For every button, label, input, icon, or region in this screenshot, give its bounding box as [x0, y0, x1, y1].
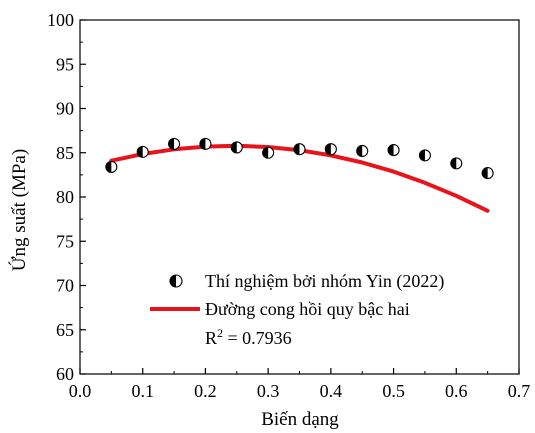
legend-marker-experiment — [169, 274, 183, 288]
y-tick-label: 80 — [56, 187, 74, 207]
y-tick-label: 60 — [56, 364, 74, 384]
legend-label-experiment: Thí nghiệm bởi nhóm Yin (2022) — [205, 271, 444, 292]
data-point — [418, 149, 431, 162]
data-point — [262, 146, 275, 159]
data-point — [324, 143, 337, 156]
plot-frame — [79, 19, 520, 375]
x-tick-label: 0.7 — [508, 381, 531, 401]
y-tick-label: 70 — [56, 276, 74, 296]
data-point — [136, 145, 149, 158]
data-point — [356, 144, 369, 158]
x-tick-label: 0.1 — [131, 381, 154, 401]
y-tick-label: 90 — [56, 99, 74, 119]
y-axis-title: Ứng suất (MPa) — [8, 149, 30, 271]
data-point — [450, 157, 463, 170]
regression-curve — [109, 143, 490, 213]
x-tick-label: 0.6 — [445, 381, 468, 401]
x-tick-label: 0.3 — [257, 381, 280, 401]
data-point — [199, 137, 212, 150]
r-squared-base: R — [205, 328, 217, 348]
data-point — [105, 160, 118, 173]
x-axis-title: Biến dạng — [261, 409, 339, 430]
data-point — [230, 141, 243, 154]
data-point — [387, 144, 400, 157]
data-point — [168, 137, 181, 150]
legend: Thí nghiệm bởi nhóm Yin (2022) Đường con… — [150, 271, 444, 348]
ticks-layer: 0.0 0.1 0.2 0.3 0.4 0.5 0.6 0.7 60 65 70 75 80 85 90 95… — [47, 10, 530, 401]
y-tick-label: 75 — [56, 231, 74, 251]
y-tick-label: 100 — [47, 10, 74, 30]
data-point — [481, 167, 494, 180]
r-squared-annotation: R2 = 0.7936 — [205, 326, 292, 348]
legend-label-regression: Đường cong hồi quy bậc hai — [205, 299, 410, 319]
y-tick-label: 85 — [56, 143, 74, 163]
x-tick-label: 0.5 — [382, 381, 405, 401]
r-squared-superscript: 2 — [217, 326, 223, 340]
x-tick-label: 0.2 — [194, 381, 217, 401]
data-point — [293, 143, 306, 156]
y-tick-label: 65 — [56, 320, 74, 340]
r-squared-value: = 0.7936 — [223, 328, 292, 348]
data-points-layer — [105, 137, 494, 180]
fit-curve-layer — [109, 143, 490, 213]
x-tick-label: 0.0 — [69, 381, 92, 401]
x-tick-label: 0.4 — [320, 381, 343, 401]
y-tick-label: 95 — [56, 54, 74, 74]
